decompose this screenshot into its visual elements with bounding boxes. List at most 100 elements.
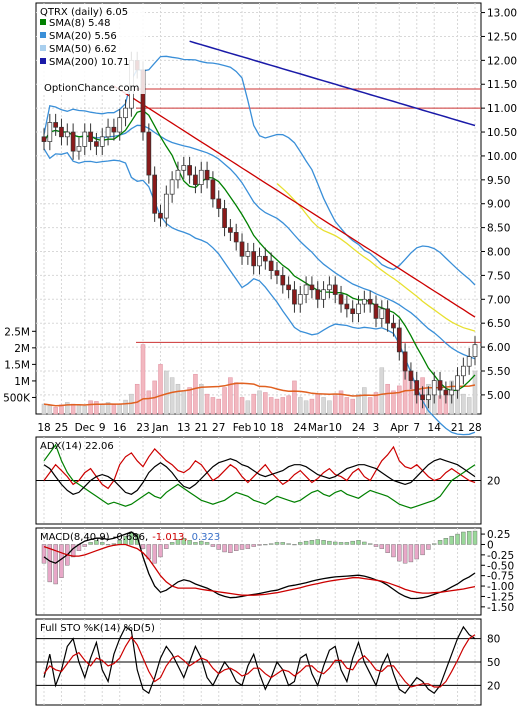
candle-body — [420, 394, 425, 401]
sma20-line — [43, 124, 476, 360]
candle-body — [245, 251, 251, 257]
candle-body — [111, 126, 117, 133]
macd-histogram-bar — [472, 530, 478, 545]
legend-box — [37, 4, 145, 94]
bollinger-upper-line — [43, 55, 476, 286]
macd-lines — [43, 531, 476, 600]
adx-title: ADX(14) 22.06 — [40, 441, 114, 452]
volume-bar — [134, 383, 140, 415]
candle-body — [338, 294, 344, 305]
macd-histogram-bar — [408, 544, 414, 563]
macd-histogram-bar — [303, 540, 309, 545]
macd-histogram-bar — [362, 541, 367, 545]
macd-histogram-bar — [344, 542, 350, 545]
date-tick-label: 13 — [177, 422, 190, 434]
macd-tick-label: 0.25 — [487, 529, 510, 541]
macd-histogram-bar — [268, 543, 274, 545]
macd-panel-frame — [35, 527, 482, 616]
volume-bar — [397, 385, 402, 415]
volume-bar — [175, 383, 181, 415]
candle-body — [64, 131, 70, 138]
volume-bar — [105, 402, 111, 415]
volume-bar — [327, 400, 332, 415]
price-tick-label: 7.50 — [487, 270, 510, 282]
volume-tick-label: 2M — [14, 343, 30, 355]
macd-histogram-bar — [216, 544, 221, 550]
volume-bar — [94, 401, 99, 415]
candle-body — [449, 389, 455, 396]
candle-body — [152, 174, 158, 214]
macd-histogram-bar — [210, 544, 216, 547]
candle-body — [169, 179, 175, 195]
volume-bar — [274, 398, 280, 415]
volume-bar — [233, 382, 239, 415]
macd-histogram-bar — [199, 540, 204, 545]
candle-body — [309, 284, 315, 291]
volume-bar — [47, 405, 53, 415]
macd-histogram-bar — [59, 544, 64, 578]
macd-histogram-bar — [437, 540, 443, 545]
date-tick-label: 14 — [428, 422, 442, 434]
legend-swatch — [40, 19, 46, 25]
candle-body — [228, 227, 233, 233]
candle-body — [216, 198, 222, 209]
price-tick-label: 8.00 — [487, 247, 510, 259]
candle-body — [280, 275, 286, 286]
date-tick-label: 7 — [413, 422, 420, 434]
adx-series-line — [43, 458, 476, 495]
volume-bar — [472, 370, 478, 415]
date-tick-label: 16 — [113, 422, 127, 434]
macd-histogram-bar — [239, 544, 245, 550]
stochastic-title: Full STO %K(14) %D(5) — [40, 623, 155, 634]
macd-histogram-bar — [105, 544, 111, 546]
price-tick-label: 12.50 — [487, 31, 517, 43]
volume-bar — [140, 344, 146, 415]
sma200-line — [189, 40, 476, 127]
macd-histogram-bar — [111, 543, 117, 545]
date-tick-label: 10 — [329, 422, 342, 434]
adx-lines — [43, 443, 476, 509]
candle-body — [53, 122, 58, 128]
candle-body — [297, 294, 303, 305]
candle-body — [431, 380, 437, 396]
macd-histogram-bar — [245, 544, 251, 549]
macd-title-signal: -1.013, — [152, 532, 187, 543]
volume-bar — [263, 392, 268, 415]
legend: SMA(8) 5.48 SMA(20) 5.56 SMA(50) 6.62 SMA(2… — [40, 18, 130, 68]
price-y-axis: 13.00 12.50 12.00 11.50 11.00 10.50 10.00 9.50 9… — [481, 8, 517, 402]
adx-panel: 20 ADX(14) 22.06 — [35, 436, 500, 525]
volume-bar — [373, 392, 379, 415]
candle-body — [47, 122, 53, 142]
volume-bar — [146, 390, 152, 415]
candle-body — [210, 179, 216, 200]
price-tick-label: 11.00 — [487, 103, 517, 115]
watermark: OptionChance.com — [44, 83, 139, 94]
adx-grid — [36, 437, 481, 524]
price-tick-label: 11.50 — [487, 79, 517, 91]
macd-histogram-bar — [263, 544, 268, 546]
candle-body — [99, 136, 105, 147]
macd-histogram-bar — [152, 544, 157, 564]
sma8-line — [43, 109, 476, 392]
macd-histogram-bar — [298, 542, 303, 545]
candle-body — [321, 289, 326, 300]
candle-body — [391, 322, 396, 329]
candle-body — [292, 289, 297, 305]
macd-histogram-bar — [280, 542, 285, 545]
macd-histogram-bar — [466, 530, 472, 545]
macd-histogram-bar — [204, 542, 210, 545]
macd-title-prefix: MACD(8,40,9) -0.686, — [40, 532, 148, 543]
candle-body — [472, 344, 478, 358]
volume-bar — [222, 387, 227, 415]
volume-bar — [123, 399, 128, 415]
date-tick-label: Jan — [151, 422, 168, 434]
candle-body — [82, 131, 88, 147]
volume-bar — [286, 395, 291, 415]
candle-body — [204, 169, 210, 181]
volume-bar — [280, 397, 286, 415]
volume-bar — [268, 397, 274, 415]
candle-body — [94, 141, 99, 147]
candle-body — [181, 165, 187, 171]
volume-bar — [111, 404, 117, 415]
